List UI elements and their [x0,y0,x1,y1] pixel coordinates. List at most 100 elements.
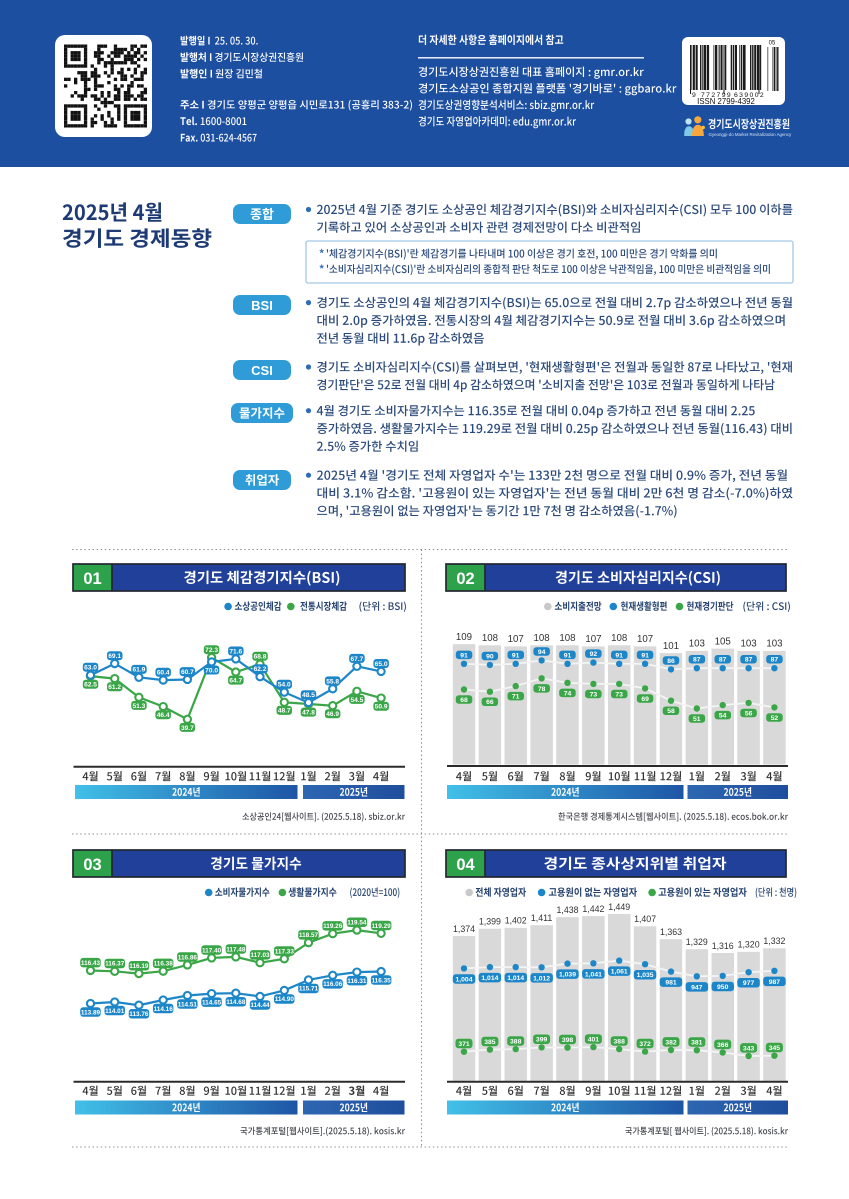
svg-text:91: 91 [564,652,572,659]
svg-text:117.40: 117.40 [202,947,222,954]
svg-text:119.54: 119.54 [347,920,367,927]
svg-text:107: 107 [637,634,653,645]
svg-text:114.51: 114.51 [178,1001,198,1008]
svg-text:54.5: 54.5 [350,697,363,704]
svg-text:54: 54 [719,713,727,720]
svg-text:1,316: 1,316 [712,941,734,951]
svg-text:87: 87 [745,657,753,664]
svg-text:1,004: 1,004 [455,976,472,983]
svg-text:119.26: 119.26 [323,923,343,930]
svg-text:ISSN 2799-4392: ISSN 2799-4392 [697,97,755,106]
svg-text:388: 388 [614,1038,626,1045]
svg-text:78: 78 [538,686,546,693]
svg-text:114.65: 114.65 [202,1000,222,1007]
svg-text:399: 399 [536,1037,548,1044]
svg-text:48.7: 48.7 [278,708,291,715]
svg-text:1,449: 1,449 [608,902,630,912]
svg-text:74: 74 [564,690,572,697]
svg-text:1,039: 1,039 [559,972,576,979]
svg-text:381: 381 [691,1040,703,1047]
svg-text:366: 366 [717,1042,729,1049]
svg-text:72.3: 72.3 [205,647,218,654]
svg-text:107: 107 [508,634,524,645]
svg-text:987: 987 [769,979,781,986]
svg-text:119.29: 119.29 [371,923,391,930]
svg-text:116.19: 116.19 [129,963,149,970]
svg-text:1,012: 1,012 [533,975,550,982]
svg-text:382: 382 [665,1039,677,1046]
svg-text:64.7: 64.7 [229,677,242,684]
svg-text:73: 73 [590,691,598,698]
svg-text:772799: 772799 [701,92,732,99]
svg-text:1,014: 1,014 [481,975,498,982]
svg-text:117.03: 117.03 [250,952,270,959]
svg-text:60.4: 60.4 [157,670,170,677]
svg-text:1,399: 1,399 [479,917,501,927]
svg-text:65.0: 65.0 [375,661,388,668]
svg-text:116.43: 116.43 [81,960,101,967]
svg-text:71.6: 71.6 [229,648,242,655]
svg-text:114.68: 114.68 [226,999,246,1006]
svg-text:103: 103 [741,639,757,650]
svg-text:1,411: 1,411 [531,913,552,923]
svg-text:116.86: 116.86 [178,954,198,961]
svg-text:114.16: 114.16 [154,1006,174,1013]
svg-text:108: 108 [482,633,498,644]
svg-text:9: 9 [692,92,696,99]
svg-text:91: 91 [641,652,649,659]
svg-text:118.57: 118.57 [299,932,319,939]
svg-text:977: 977 [743,980,755,987]
svg-text:1,035: 1,035 [637,972,654,979]
svg-text:117.48: 117.48 [226,946,246,953]
svg-text:1,407: 1,407 [634,914,656,924]
svg-text:62.2: 62.2 [254,666,267,673]
svg-text:87: 87 [693,657,701,664]
svg-text:116.37: 116.37 [105,961,125,968]
svg-text:1,041: 1,041 [585,971,602,978]
svg-text:51: 51 [693,716,701,723]
svg-text:1,329: 1,329 [686,937,708,947]
svg-text:56: 56 [745,710,753,717]
svg-text:51.3: 51.3 [132,703,145,710]
svg-text:46.4: 46.4 [157,712,170,719]
svg-text:73: 73 [615,691,623,698]
svg-text:950: 950 [717,984,729,991]
svg-text:71: 71 [512,694,520,701]
svg-text:113.89: 113.89 [81,1009,101,1016]
svg-text:48.5: 48.5 [302,692,315,699]
svg-text:105: 105 [715,636,731,647]
svg-text:91: 91 [512,652,520,659]
svg-text:114.44: 114.44 [250,1002,270,1009]
svg-text:115.71: 115.71 [299,986,319,993]
svg-text:372: 372 [639,1041,651,1048]
svg-text:103: 103 [766,639,782,650]
svg-text:54.0: 54.0 [278,682,291,689]
svg-text:91: 91 [615,652,623,659]
svg-text:63.0: 63.0 [84,665,97,672]
svg-text:50.9: 50.9 [375,704,388,711]
svg-text:46.9: 46.9 [326,711,339,718]
svg-text:61.9: 61.9 [132,667,145,674]
svg-text:1,320: 1,320 [738,940,760,950]
svg-text:02: 02 [456,570,474,588]
svg-text:1,363: 1,363 [660,927,682,937]
svg-text:947: 947 [691,984,703,991]
svg-text:113.76: 113.76 [129,1011,149,1018]
svg-text:108: 108 [534,633,550,644]
svg-text:116.38: 116.38 [154,961,174,968]
svg-text:87: 87 [771,657,779,664]
svg-text:66: 66 [486,699,494,706]
svg-text:1,374: 1,374 [453,924,475,934]
svg-text:47.8: 47.8 [302,709,315,716]
svg-text:116.06: 116.06 [323,981,343,988]
svg-text:103: 103 [689,639,705,650]
svg-text:1,438: 1,438 [556,905,578,915]
svg-text:87: 87 [719,657,727,664]
svg-text:1,402: 1,402 [505,916,527,926]
svg-text:343: 343 [743,1045,755,1052]
svg-text:109: 109 [456,632,472,643]
svg-text:39.7: 39.7 [181,725,194,732]
svg-text:68: 68 [460,697,468,704]
svg-text:01: 01 [83,570,101,588]
svg-text:60.7: 60.7 [181,669,194,676]
